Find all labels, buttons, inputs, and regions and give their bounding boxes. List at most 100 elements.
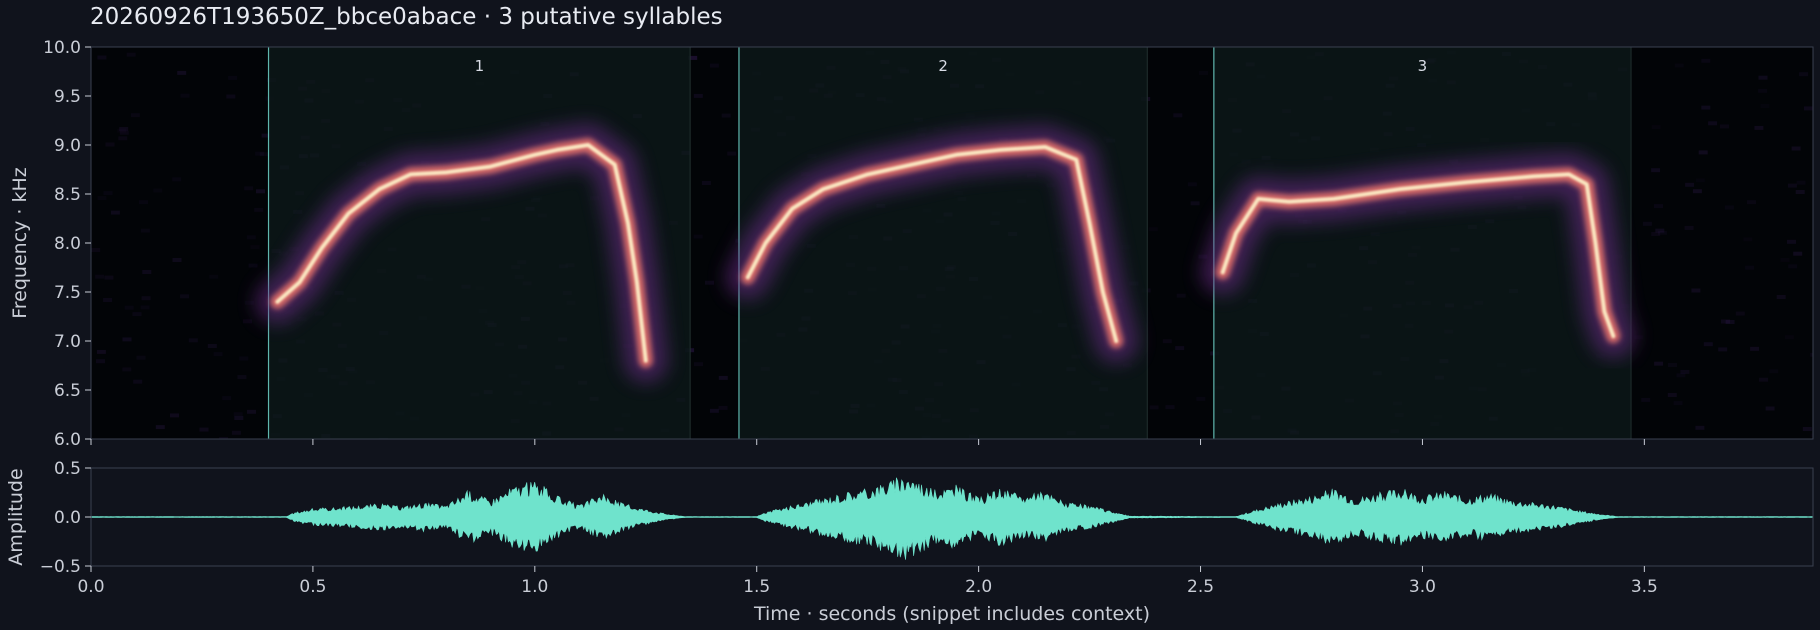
noise-speckle [103,191,113,196]
noise-speckle [1691,288,1701,293]
noise-speckle [219,437,229,439]
noise-speckle [1692,189,1702,194]
waveform-x-tick-label: 1.0 [521,577,548,597]
noise-speckle [1780,257,1790,262]
noise-speckle [1754,125,1764,130]
noise-speckle [239,356,249,361]
noise-speckle [97,196,107,201]
noise-speckle [126,52,136,57]
noise-speckle [130,113,140,118]
waveform-x-tick-label: 0.0 [77,577,104,597]
noise-speckle [172,258,182,262]
noise-speckle [256,189,265,194]
noise-speckle [1776,295,1786,299]
noise-speckle [1196,396,1206,401]
noise-speckle [244,186,254,191]
noise-speckle [119,127,129,131]
noise-speckle [1199,70,1208,75]
noise-speckle [1175,346,1185,351]
noise-speckle [231,430,241,435]
syllable-label: 1 [475,57,485,75]
noise-speckle [1654,361,1664,366]
spectrogram-y-tick-label: 8.5 [54,185,81,205]
spectrogram-x-ticks [90,439,1645,445]
noise-speckle [124,305,134,310]
noise-speckle [1720,124,1729,129]
noise-speckle [709,63,719,68]
syllable-ridges [255,123,1636,383]
noise-speckle [1176,293,1186,298]
spectrogram-y-tick-label: 7.5 [54,283,81,303]
waveform-y-tick-label: 0.0 [54,508,81,528]
noise-speckle [247,409,256,414]
noise-speckle [133,379,143,384]
noise-speckle [91,248,101,252]
noise-speckle [246,235,256,240]
spectrogram-y-tick-label: 6.0 [54,430,81,450]
spectrogram-y-tick-label: 6.5 [54,381,81,401]
noise-speckle [1165,405,1175,410]
noise-speckle [1685,182,1695,187]
noise-speckle [1750,346,1760,351]
noise-speckle [1695,425,1705,430]
noise-speckle [1795,190,1805,194]
noise-speckle [234,416,244,420]
noise-speckle [1793,251,1803,256]
noise-speckle [1668,363,1677,367]
noise-speckle [117,128,127,133]
noise-speckle [170,413,179,418]
noise-speckle [718,375,728,380]
ridge-core [275,143,648,363]
noise-speckle [96,349,106,354]
noise-speckle [228,75,238,80]
syllable-segments: 1 2 3 [267,47,1632,439]
noise-speckle [95,274,105,279]
noise-speckle [233,412,243,417]
noise-speckle [580,439,589,443]
noise-speckle [1190,201,1200,206]
noise-speckle [254,207,264,212]
noise-speckle [105,142,115,147]
noise-speckle [1760,104,1770,108]
ridge-core [1220,172,1616,339]
noise-speckle [139,200,148,205]
noise-speckle [1684,225,1694,230]
noise-speckle [140,305,150,310]
noise-speckle [1758,88,1768,93]
noise-speckle [222,396,232,401]
noise-speckle [1149,405,1159,410]
noise-speckle [1162,339,1172,344]
noise-speckle [1802,427,1812,431]
noise-speckle [226,94,236,99]
noise-speckle [180,294,190,299]
noise-speckle [1642,221,1652,226]
noise-speckle [188,338,198,343]
spectrogram-panel: 1 2 3 6.0 6.5 7.0 7.5 8.0 8.5 9.0 9.5 10.0 Frequen… [9,38,1814,450]
noise-speckle [153,188,163,193]
waveform-x-tick-label: 3.0 [1409,577,1436,597]
noise-speckle [199,427,209,432]
spectrogram-y-tick-label: 9.0 [54,136,81,156]
noise-speckle [237,375,247,380]
noise-speckle [1787,239,1796,244]
noise-speckle [104,275,114,280]
noise-speckle [1651,232,1661,236]
noise-speckle [1148,227,1158,232]
waveform-x-label: Time · seconds (snippet includes context… [753,603,1150,625]
noise-speckle [1680,369,1690,374]
noise-speckle [96,359,105,364]
syllable-label: 2 [938,57,948,75]
waveform-panel: −0.50.00.5 0.0 0.5 1.0 1.5 2.0 2.5 3.0 3.5 Ampl… [5,459,1814,625]
noise-speckle [97,55,107,60]
waveform-y-tick-label: −0.5 [40,557,81,577]
noise-speckle [693,234,703,239]
noise-speckle [1787,183,1797,188]
noise-speckle [1667,393,1677,397]
noise-speckle [1187,182,1197,187]
noise-speckle [1701,105,1711,110]
syllable-region [1213,47,1632,439]
noise-speckle [1799,72,1809,77]
noise-speckle [693,93,703,98]
noise-speckle [248,263,258,268]
